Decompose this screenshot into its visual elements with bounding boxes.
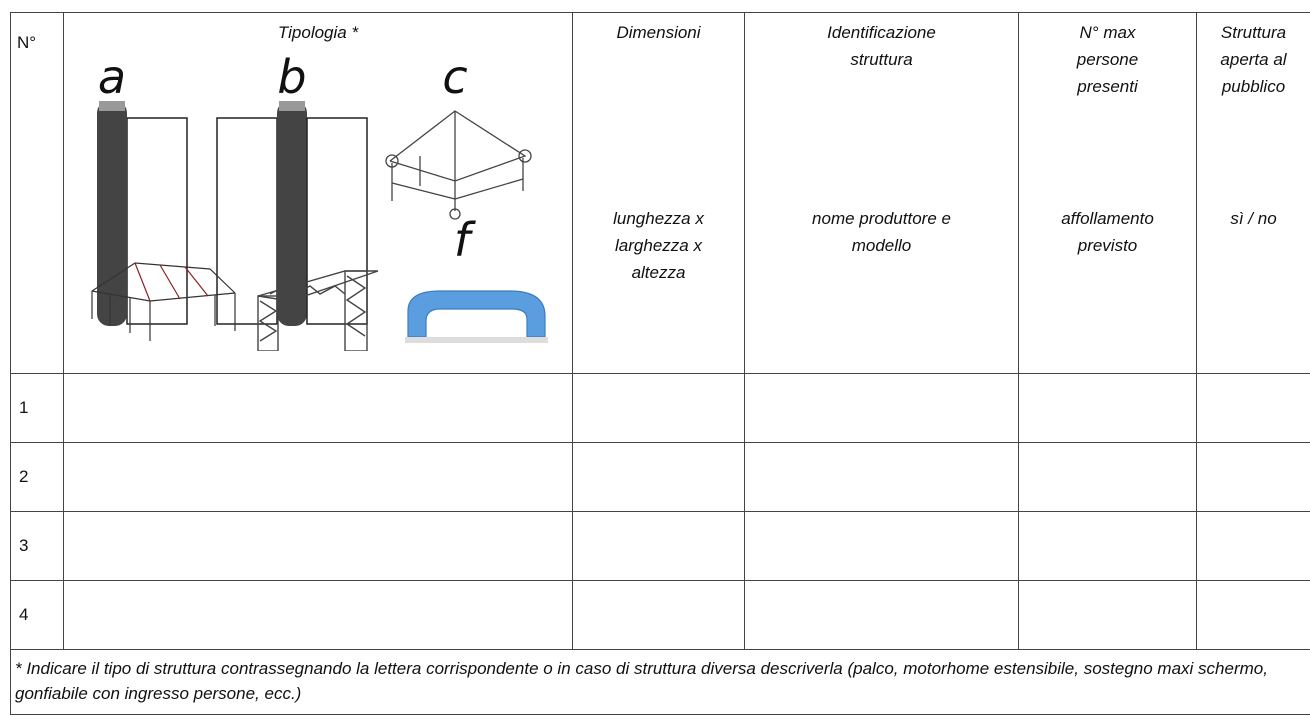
header-cell: Struttura aperta al pubblico sì / no: [1197, 13, 1310, 374]
header-text: N°: [17, 33, 36, 52]
form-table: N° Tipologia * a b c d e f: [10, 12, 1310, 715]
header-cell: Dimensioni lunghezza x larghezza x altezz…: [573, 13, 745, 374]
footnote-row: * Indicare il tipo di struttura contrass…: [11, 650, 1310, 715]
row: 2: [11, 443, 1310, 512]
header-cell: Identificazione struttura nome produttore…: [745, 13, 1019, 374]
header-row: N° Tipologia * a b c d e f: [11, 13, 1310, 374]
row-number: 2: [11, 443, 64, 512]
page: N° Tipologia * a b c d e f: [0, 0, 1310, 687]
header-note: sì / no: [1197, 205, 1310, 232]
type-illustrations: a b c d e f: [64, 41, 569, 351]
row: 3: [11, 512, 1310, 581]
header-text: Identificazione struttura: [802, 13, 962, 73]
header-text: Struttura aperta al pubblico: [1204, 13, 1304, 100]
header-text: N° max persone presenti: [1063, 13, 1153, 100]
row: 4: [11, 581, 1310, 650]
type-letter: b: [277, 50, 306, 104]
type-letter: f: [454, 213, 476, 267]
header-note: affollamento previsto: [1038, 205, 1178, 259]
row-number: 1: [11, 374, 64, 443]
header-cell: Tipologia * a b c d e f: [64, 13, 573, 374]
header-text: Dimensioni: [573, 13, 744, 46]
footnote: * Indicare il tipo di struttura contrass…: [11, 650, 1310, 715]
header-note: lunghezza x larghezza x altezza: [594, 205, 724, 286]
row-number: 4: [11, 581, 64, 650]
type-letter: c: [442, 50, 467, 104]
header-cell: N° max persone presenti affollamento prev…: [1019, 13, 1197, 374]
row-number: 3: [11, 512, 64, 581]
header-note: nome produttore e modello: [782, 205, 982, 259]
type-letter: a: [98, 50, 126, 104]
row: 1: [11, 374, 1310, 443]
header-cell: N°: [11, 13, 64, 374]
